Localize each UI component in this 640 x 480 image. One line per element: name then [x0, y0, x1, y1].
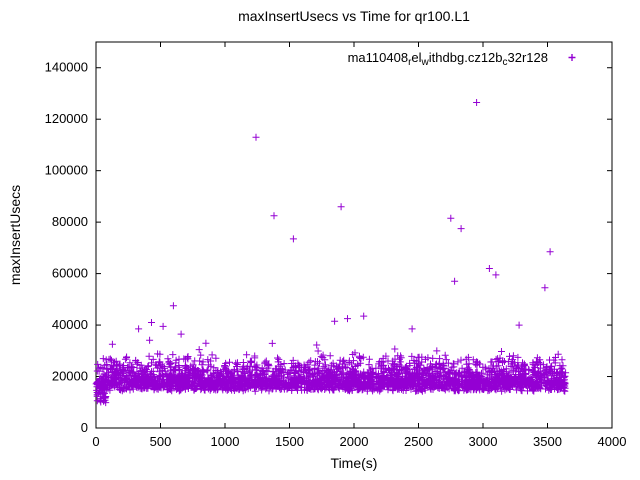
x-tick-label: 3500	[533, 434, 562, 449]
y-tick-label: 0	[81, 420, 88, 435]
legend-label: ma110408relwithdbg.cz12bc32r128	[348, 50, 548, 68]
x-tick-label: 2000	[340, 434, 369, 449]
axis-ticks	[95, 42, 613, 429]
axis-tick-labels: 0 500 1000 1500 2000 2500 3000 3500 400002000040…	[45, 60, 627, 449]
y-tick-label: 80000	[52, 214, 88, 229]
x-tick-label: 2500	[404, 434, 433, 449]
x-tick-label: 1500	[275, 434, 304, 449]
y-tick-label: 60000	[52, 266, 88, 281]
x-tick-label: 3000	[469, 434, 498, 449]
x-tick-label: 0	[92, 434, 99, 449]
y-tick-label: 120000	[45, 111, 88, 126]
x-axis-label: Time(s)	[331, 455, 378, 471]
y-tick-label: 140000	[45, 60, 88, 75]
y-tick-label: 20000	[52, 369, 88, 384]
x-tick-label: 1000	[211, 434, 240, 449]
y-tick-label: 100000	[45, 163, 88, 178]
legend: ma110408relwithdbg.cz12bc32r128	[348, 50, 576, 68]
y-tick-label: 40000	[52, 317, 88, 332]
data-points	[92, 99, 570, 407]
chart-title: maxInsertUsecs vs Time for qr100.L1	[238, 8, 470, 24]
x-tick-label: 4000	[598, 434, 627, 449]
scatter-plus-markers	[92, 99, 570, 407]
y-axis-label: maxInsertUsecs	[7, 185, 23, 285]
legend-plus-marker-icon	[568, 54, 576, 61]
x-tick-label: 500	[150, 434, 172, 449]
